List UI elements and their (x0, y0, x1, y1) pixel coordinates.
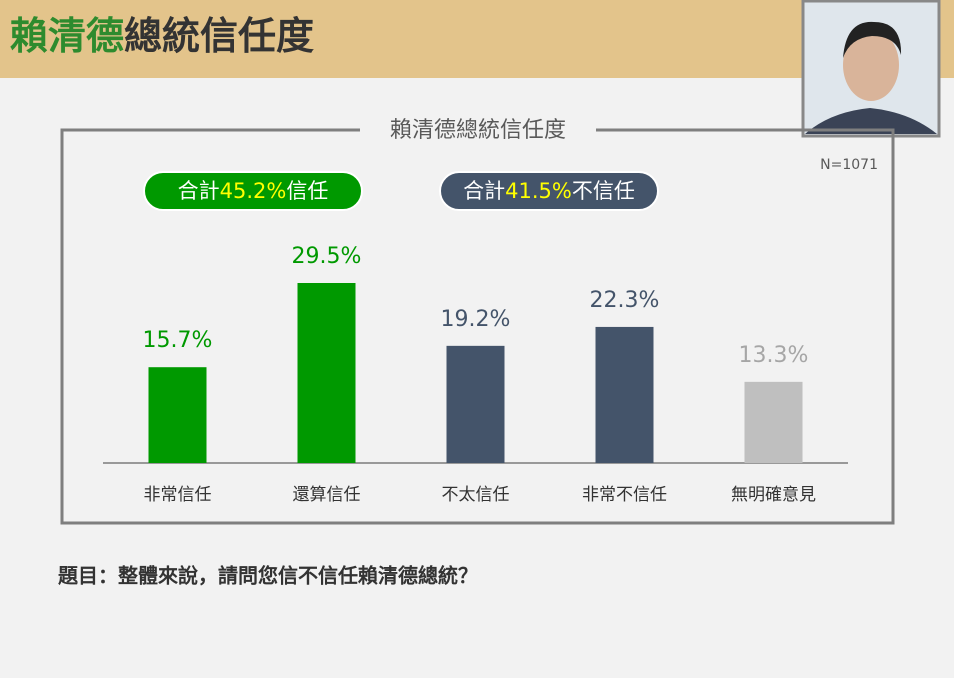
header-title: 賴清德總統信任度 (10, 14, 314, 58)
badge-text: 合計41.5%不信任 (463, 179, 635, 203)
portrait-face (843, 29, 899, 101)
badge-prefix: 合計 (178, 179, 220, 203)
category-label: 還算信任 (293, 485, 361, 505)
bar (148, 367, 207, 463)
badge-value: 41.5% (505, 179, 572, 203)
portrait (801, 0, 941, 138)
header-title-rest: 總統信任度 (124, 14, 314, 58)
bar (297, 283, 356, 463)
bar (595, 326, 654, 463)
badge-suffix: 不信任 (572, 179, 635, 203)
value-label: 13.3% (739, 343, 809, 368)
bar (744, 381, 803, 463)
portrait-body (805, 108, 937, 134)
sample-note: N=1071 (820, 157, 878, 173)
badge (143, 171, 363, 211)
header-band (0, 0, 954, 78)
question: 題目：整體來說，請問您信不信任賴清德總統？ (58, 564, 478, 588)
badge-suffix: 信任 (286, 179, 328, 203)
badge-value: 45.2% (220, 179, 287, 203)
title-gap (360, 118, 596, 144)
badge-text: 合計45.2%信任 (178, 179, 329, 203)
category-label: 無明確意見 (731, 485, 816, 505)
value-label: 29.5% (292, 244, 362, 269)
portrait-hair (843, 21, 902, 58)
category-label: 非常信任 (144, 485, 212, 505)
header-title-name: 賴清德 (10, 14, 124, 58)
badge-prefix: 合計 (463, 179, 505, 203)
chart-title: 賴清德總統信任度 (390, 118, 566, 143)
badge (439, 171, 659, 211)
value-label: 22.3% (590, 288, 660, 313)
value-label: 15.7% (143, 328, 213, 353)
bar (446, 345, 505, 463)
category-label: 不太信任 (442, 485, 510, 505)
value-label: 19.2% (441, 307, 511, 332)
category-label: 非常不信任 (582, 485, 667, 505)
